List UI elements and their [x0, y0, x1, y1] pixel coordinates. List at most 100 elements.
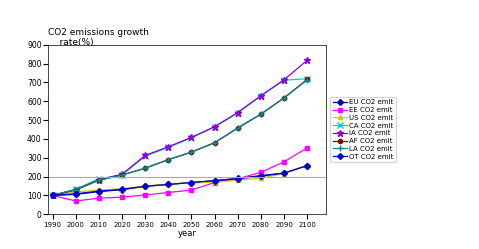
- EU CO2 emit: [212, 179, 217, 182]
- EE CO2 emit: [119, 196, 125, 199]
- Line: OT CO2 emit: OT CO2 emit: [50, 164, 309, 197]
- AF CO2 emit: [281, 96, 287, 99]
- OT CO2 emit: [50, 194, 56, 197]
- US CO2 emit: [281, 172, 287, 175]
- US CO2 emit: [50, 194, 56, 197]
- EE CO2 emit: [50, 194, 56, 197]
- EE CO2 emit: [281, 160, 287, 163]
- IA CO2 emit: [235, 111, 240, 114]
- LA CO2 emit: [73, 188, 79, 191]
- OT CO2 emit: [304, 164, 310, 167]
- IA CO2 emit: [281, 78, 287, 81]
- CA CO2 emit: [212, 125, 217, 128]
- AF CO2 emit: [235, 126, 240, 129]
- IA CO2 emit: [142, 154, 148, 157]
- US CO2 emit: [212, 181, 217, 184]
- OT CO2 emit: [258, 175, 264, 178]
- Legend: EU CO2 emit, EE CO2 emit, US CO2 emit, CA CO2 emit, IA CO2 emit, AF CO2 emit, LA: EU CO2 emit, EE CO2 emit, US CO2 emit, C…: [330, 97, 397, 162]
- EE CO2 emit: [212, 181, 217, 184]
- IA CO2 emit: [50, 194, 56, 197]
- CA CO2 emit: [96, 177, 102, 180]
- EE CO2 emit: [189, 188, 194, 191]
- Text: rate(%): rate(%): [48, 38, 93, 47]
- US CO2 emit: [73, 190, 79, 193]
- OT CO2 emit: [212, 179, 217, 182]
- OT CO2 emit: [189, 181, 194, 184]
- LA CO2 emit: [165, 158, 171, 161]
- IA CO2 emit: [304, 59, 310, 62]
- OT CO2 emit: [96, 190, 102, 193]
- EU CO2 emit: [96, 190, 102, 193]
- Line: CA CO2 emit: CA CO2 emit: [50, 76, 310, 198]
- LA CO2 emit: [119, 174, 125, 177]
- OT CO2 emit: [235, 177, 240, 180]
- AF CO2 emit: [142, 167, 148, 170]
- CA CO2 emit: [189, 136, 194, 139]
- CA CO2 emit: [73, 188, 79, 191]
- IA CO2 emit: [165, 145, 171, 148]
- US CO2 emit: [189, 182, 194, 185]
- OT CO2 emit: [165, 183, 171, 186]
- LA CO2 emit: [189, 151, 194, 154]
- Text: CO2 emissions growth: CO2 emissions growth: [48, 28, 149, 37]
- Line: IA CO2 emit: IA CO2 emit: [49, 57, 311, 199]
- EU CO2 emit: [119, 188, 125, 191]
- LA CO2 emit: [142, 167, 148, 170]
- OT CO2 emit: [142, 185, 148, 188]
- Line: EU CO2 emit: EU CO2 emit: [50, 164, 309, 197]
- AF CO2 emit: [189, 151, 194, 154]
- US CO2 emit: [258, 177, 264, 180]
- US CO2 emit: [235, 179, 240, 182]
- IA CO2 emit: [73, 188, 79, 191]
- AF CO2 emit: [258, 113, 264, 116]
- EE CO2 emit: [235, 177, 240, 180]
- IA CO2 emit: [189, 136, 194, 139]
- Line: AF CO2 emit: AF CO2 emit: [50, 77, 309, 197]
- AF CO2 emit: [212, 141, 217, 144]
- IA CO2 emit: [212, 125, 217, 128]
- LA CO2 emit: [281, 97, 287, 100]
- AF CO2 emit: [73, 188, 79, 191]
- EU CO2 emit: [165, 183, 171, 186]
- US CO2 emit: [165, 183, 171, 186]
- EE CO2 emit: [73, 199, 79, 202]
- US CO2 emit: [142, 185, 148, 187]
- AF CO2 emit: [96, 179, 102, 182]
- CA CO2 emit: [142, 155, 148, 158]
- EE CO2 emit: [142, 193, 148, 196]
- CA CO2 emit: [50, 194, 56, 197]
- IA CO2 emit: [96, 178, 102, 181]
- EU CO2 emit: [142, 185, 148, 188]
- AF CO2 emit: [119, 174, 125, 177]
- OT CO2 emit: [119, 188, 125, 191]
- CA CO2 emit: [165, 146, 171, 149]
- CA CO2 emit: [304, 77, 310, 80]
- LA CO2 emit: [96, 179, 102, 182]
- CA CO2 emit: [281, 79, 287, 82]
- Line: EE CO2 emit: EE CO2 emit: [50, 146, 309, 203]
- CA CO2 emit: [258, 95, 264, 98]
- EU CO2 emit: [281, 172, 287, 175]
- EE CO2 emit: [304, 146, 310, 149]
- US CO2 emit: [304, 164, 310, 167]
- LA CO2 emit: [235, 127, 240, 130]
- LA CO2 emit: [212, 141, 217, 144]
- EU CO2 emit: [258, 174, 264, 177]
- IA CO2 emit: [119, 173, 125, 176]
- EE CO2 emit: [96, 197, 102, 200]
- CA CO2 emit: [235, 112, 240, 115]
- LA CO2 emit: [304, 78, 310, 81]
- AF CO2 emit: [165, 158, 171, 161]
- LA CO2 emit: [50, 194, 56, 197]
- X-axis label: year: year: [177, 229, 196, 238]
- EE CO2 emit: [258, 171, 264, 174]
- US CO2 emit: [119, 187, 125, 190]
- CA CO2 emit: [119, 174, 125, 177]
- EU CO2 emit: [73, 193, 79, 196]
- OT CO2 emit: [73, 192, 79, 195]
- AF CO2 emit: [50, 194, 56, 197]
- EU CO2 emit: [304, 164, 310, 167]
- LA CO2 emit: [258, 113, 264, 116]
- AF CO2 emit: [304, 78, 310, 81]
- Line: US CO2 emit: US CO2 emit: [50, 163, 309, 197]
